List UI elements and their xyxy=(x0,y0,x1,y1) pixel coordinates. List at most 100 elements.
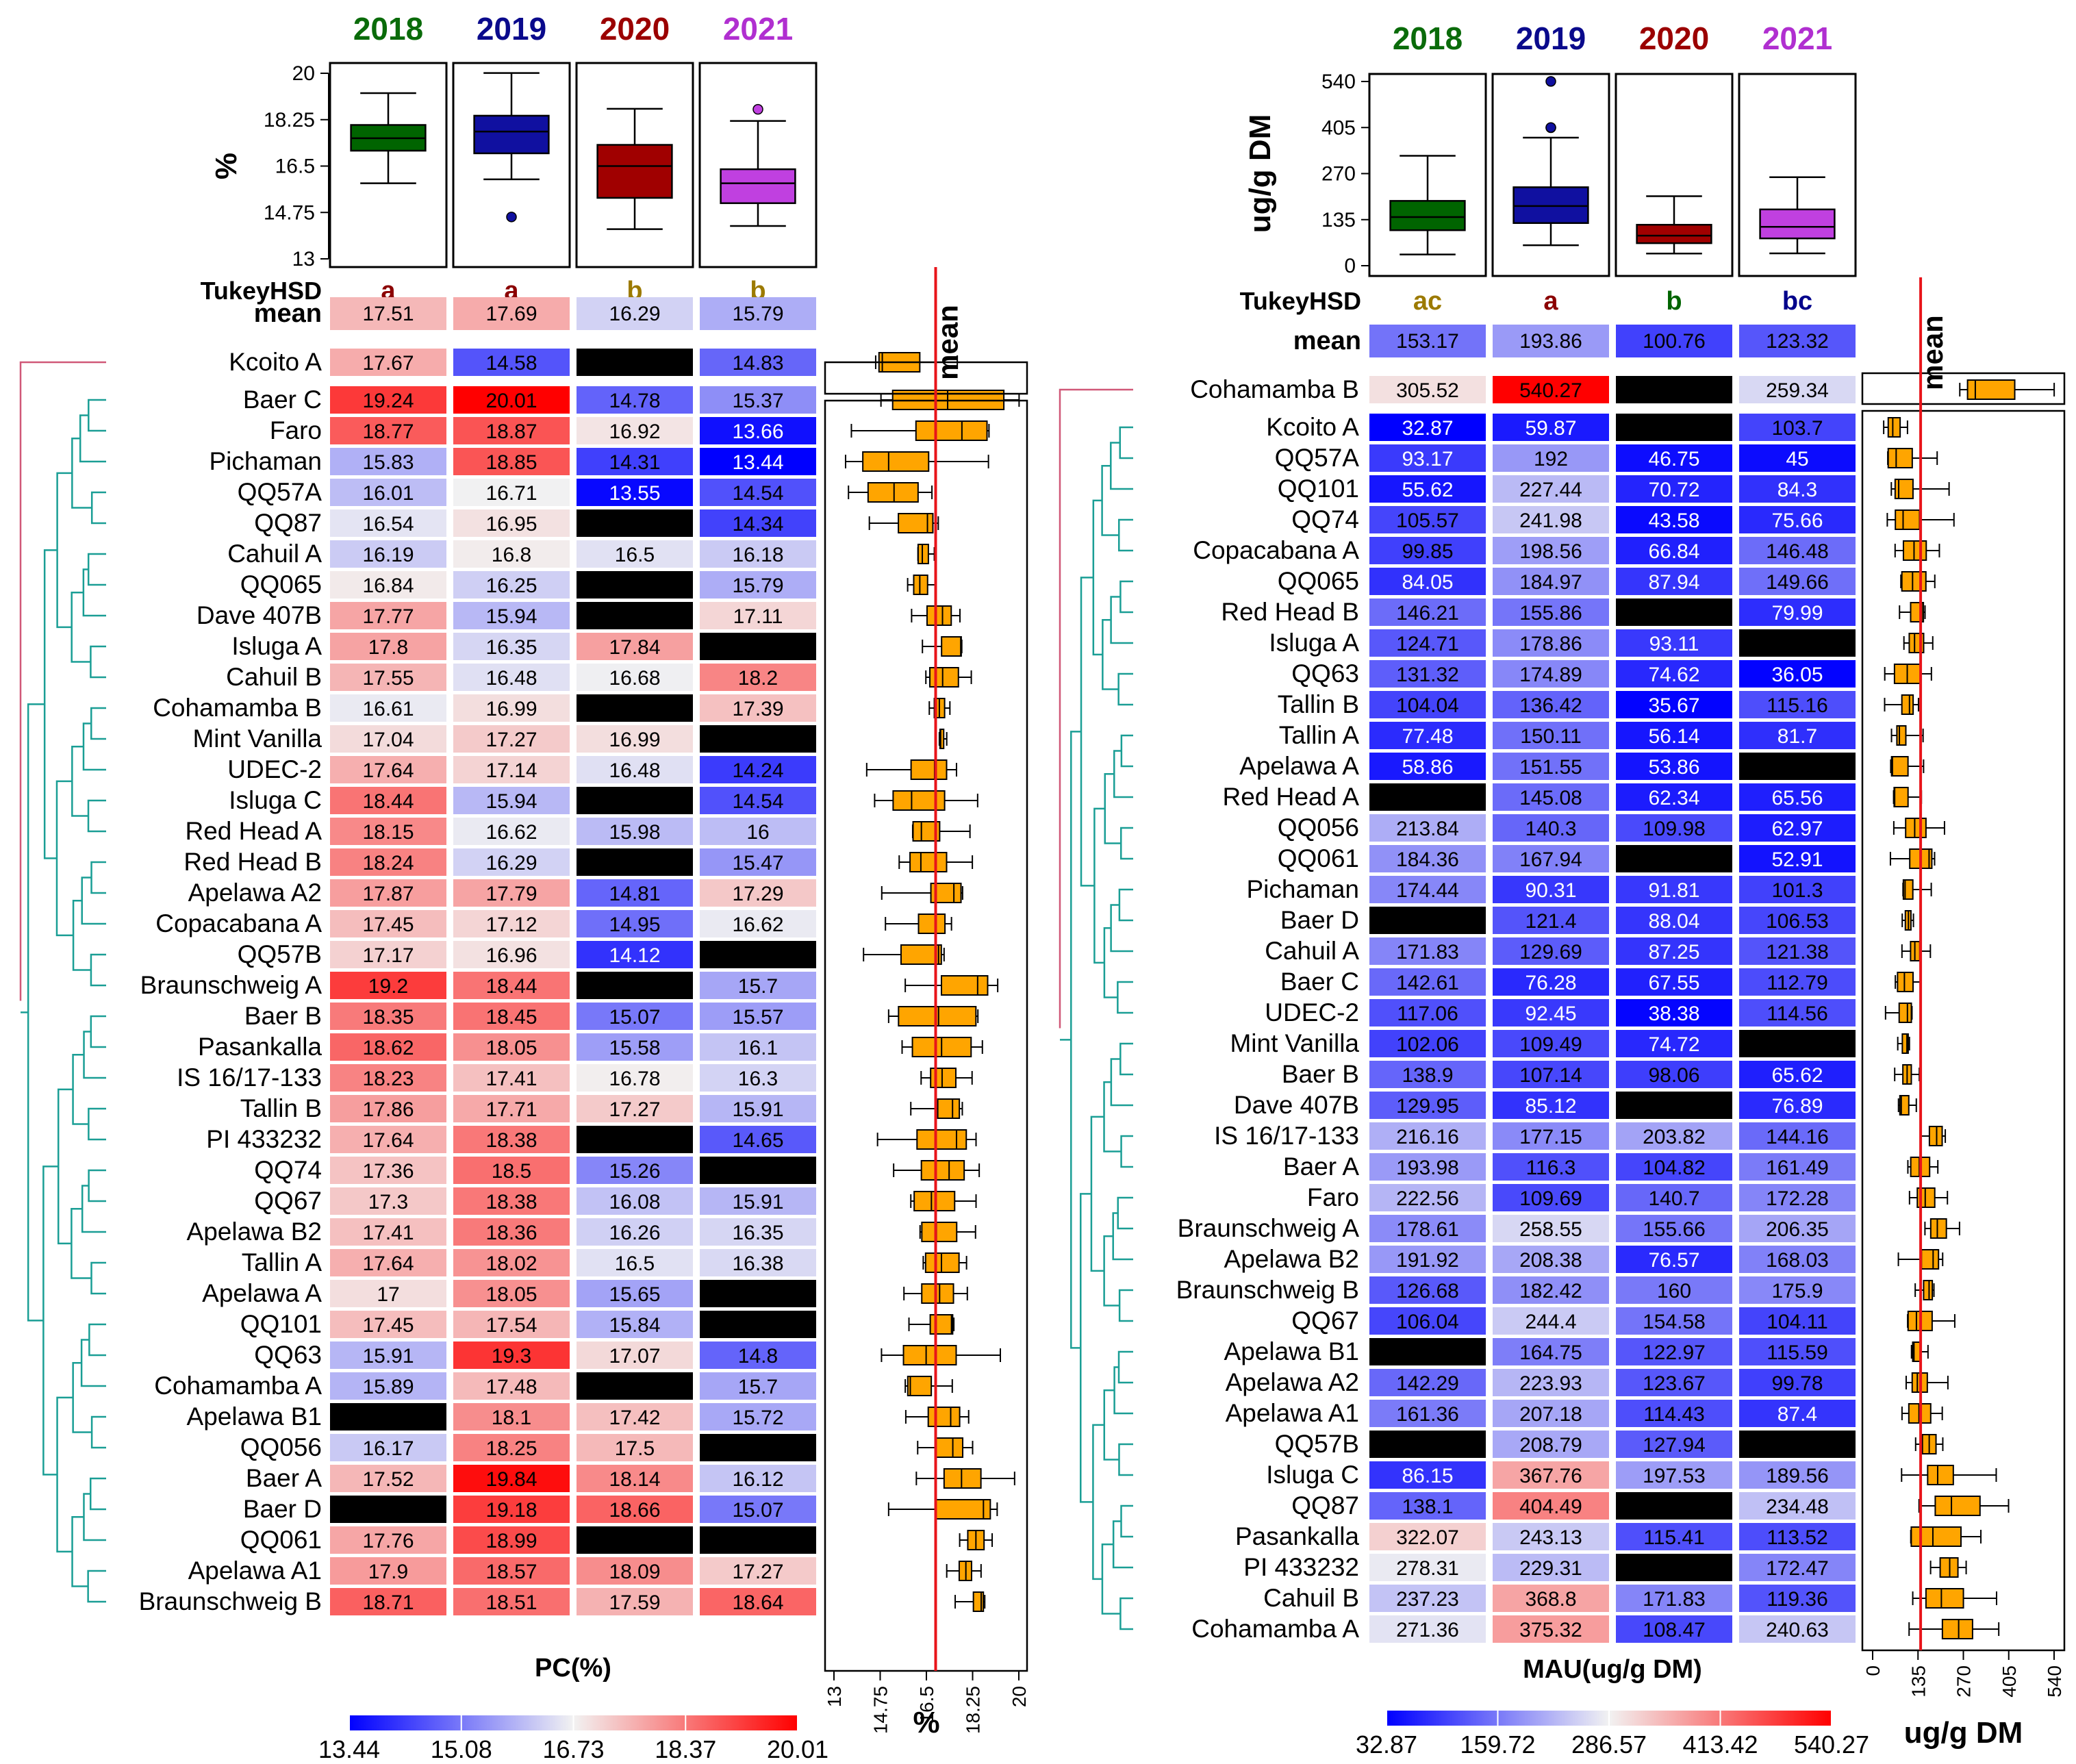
row-label: Tallin A xyxy=(1279,721,1360,749)
heat-cell-value: 14.83 xyxy=(732,352,783,375)
heat-cell xyxy=(330,1218,446,1246)
row-label: Isluga A xyxy=(1269,629,1359,657)
heat-cell-value: 14.54 xyxy=(732,790,783,813)
row-label: QQ065 xyxy=(240,570,322,598)
dendrogram-branch xyxy=(1117,672,1133,706)
heat-cell xyxy=(1616,1276,1732,1304)
heat-cell-value: 101.3 xyxy=(1771,879,1823,902)
box-ytick-label: 270 xyxy=(1321,163,1356,186)
dendrogram-branch xyxy=(56,1396,73,1553)
heat-cell-value: 121.38 xyxy=(1766,941,1829,963)
heat-cell xyxy=(1369,845,1486,872)
heat-cell xyxy=(700,1033,816,1061)
heat-cell xyxy=(1739,1369,1856,1396)
dendrogram-branch xyxy=(71,438,92,509)
heat-cell xyxy=(700,1249,816,1276)
dendrogram-branch xyxy=(88,399,106,432)
row-label: Cohamamba B xyxy=(153,694,322,722)
heat-cell xyxy=(1493,1092,1609,1119)
heat-cell-value: 87.94 xyxy=(1648,571,1699,594)
heat-cell-value: 15.94 xyxy=(485,790,537,813)
heat-cell-missing xyxy=(577,1372,693,1400)
dendrogram-branch xyxy=(55,780,74,937)
heat-cell-value: 123.67 xyxy=(1643,1372,1706,1395)
heat-cell-value: 116.3 xyxy=(1526,1157,1576,1179)
heat-cell-value: 114.56 xyxy=(1767,1003,1828,1025)
heat-cell-missing xyxy=(1739,1431,1856,1458)
heat-cell-value: 17.27 xyxy=(609,1098,660,1121)
colorbar-tick-label: 18.37 xyxy=(655,1735,716,1763)
heat-cell xyxy=(577,1218,693,1246)
heat-cell-value: 84.05 xyxy=(1402,571,1453,594)
heat-cell-value: 178.86 xyxy=(1519,633,1582,655)
heat-cell xyxy=(700,1003,816,1030)
row-label: QQ061 xyxy=(1278,844,1359,872)
heat-cell-missing xyxy=(1616,1492,1732,1520)
heat-cell xyxy=(330,725,446,753)
heat-cell xyxy=(1739,598,1856,626)
heat-cell xyxy=(453,1249,570,1276)
row-box xyxy=(1901,571,1927,592)
heat-cell-value: 66.84 xyxy=(1648,540,1699,563)
heat-cell xyxy=(1493,1585,1609,1612)
dendrogram-branch xyxy=(1110,442,1133,490)
row-label: Pichaman xyxy=(1246,875,1359,903)
dendrogram-branch xyxy=(42,1166,59,1476)
heat-cell xyxy=(577,1064,693,1092)
dendrogram-branch xyxy=(80,1339,106,1387)
dendrogram-branch xyxy=(1104,773,1122,844)
heat-cell-value: 13.44 xyxy=(732,451,783,474)
heat-cell xyxy=(577,1157,693,1184)
heat-cell xyxy=(1739,1092,1856,1119)
dendrogram-branch xyxy=(71,1516,88,1587)
heat-cell xyxy=(453,941,570,968)
heat-cell xyxy=(330,972,446,999)
heat-cell-value: 43.58 xyxy=(1648,509,1699,532)
heat-cell-value: 114.43 xyxy=(1643,1403,1705,1426)
heat-cell xyxy=(330,848,446,876)
heat-cell xyxy=(453,787,570,814)
heat-cell-value: 17.5 xyxy=(615,1437,655,1460)
heat-cell xyxy=(1616,1030,1732,1057)
heat-cell xyxy=(1369,598,1486,626)
heat-cell-value: 106.04 xyxy=(1396,1311,1459,1333)
dendrogram-branch xyxy=(1119,580,1133,614)
heat-cell-missing xyxy=(577,787,693,814)
heat-cell-value: 16.84 xyxy=(362,575,414,597)
dist-xtick-label: 16.5 xyxy=(916,1686,937,1724)
heat-cell-missing xyxy=(700,1157,816,1184)
heat-cell-value: 146.21 xyxy=(1396,602,1459,625)
heat-cell-value: 237.23 xyxy=(1396,1588,1459,1611)
heat-cell xyxy=(330,386,446,414)
heat-cell-value: 16.01 xyxy=(362,482,414,505)
heat-cell xyxy=(1493,999,1609,1026)
row-label: Tallin B xyxy=(240,1094,322,1122)
year-label-2019: 2019 xyxy=(477,11,546,47)
heat-cell-value: 18.2 xyxy=(738,667,778,690)
heat-cell xyxy=(1739,1122,1856,1150)
heat-cell-value: 77.48 xyxy=(1402,725,1453,748)
heat-cell-value: 17.64 xyxy=(362,1129,414,1152)
heat-cell xyxy=(330,417,446,444)
heat-cell-value: 16.5 xyxy=(615,544,655,566)
heat-cell-value: 18.15 xyxy=(362,821,414,844)
heat-cell-missing xyxy=(577,509,693,537)
heat-cell-value: 191.92 xyxy=(1396,1249,1459,1272)
heat-cell-value: 109.49 xyxy=(1519,1033,1582,1056)
heat-cell xyxy=(577,1280,693,1307)
row-label: QQ57A xyxy=(1275,444,1360,472)
heat-cell xyxy=(1369,937,1486,965)
heat-cell xyxy=(1739,1215,1856,1242)
heat-cell-value: 74.62 xyxy=(1648,664,1699,686)
dendrogram-branch xyxy=(90,861,106,894)
heat-cell-value: 17.9 xyxy=(368,1561,408,1583)
heat-cell-value: 17.71 xyxy=(485,1098,537,1121)
heat-cell xyxy=(1493,629,1609,657)
heat-cell-value: 18.64 xyxy=(732,1591,783,1614)
heat-cell xyxy=(1616,475,1732,503)
heat-cell xyxy=(1616,1400,1732,1427)
heat-cell-missing xyxy=(1616,414,1732,441)
heat-cell xyxy=(1369,968,1486,996)
row-label: Apelawa B1 xyxy=(187,1402,322,1431)
heat-cell-value: 149.66 xyxy=(1766,571,1829,594)
